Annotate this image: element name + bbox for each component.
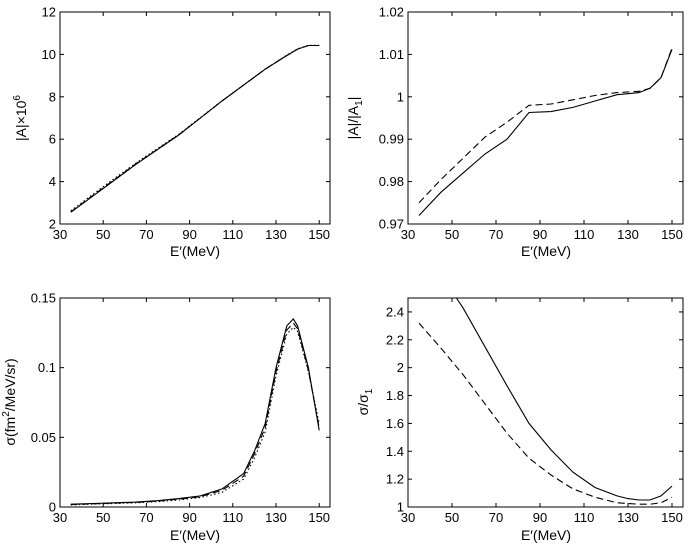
- x-tick-label: 130: [265, 227, 287, 242]
- y-label-sup: 2: [1, 411, 12, 417]
- plot-frame: [59, 11, 331, 225]
- y-tick-label: 4: [49, 174, 56, 189]
- y-label-main: |A|/|A: [345, 105, 361, 139]
- y-axis-label: |A|/|A1|: [345, 97, 365, 140]
- plot-frame: [59, 297, 331, 508]
- panel-amplitude: 30 50 70 90 110 130 150 2 4 6 8 10 12 E′(MeV) |A|×1…: [12, 5, 331, 259]
- y-label-main: σ/σ: [355, 394, 371, 416]
- x-tick-label: 110: [222, 510, 243, 525]
- y-tick-label: 0.05: [31, 430, 56, 445]
- x-tick-label: 150: [308, 510, 330, 525]
- series-solid-line: [70, 44, 320, 213]
- y-tick-label: 1.8: [386, 388, 404, 403]
- x-tick-label: 130: [617, 227, 639, 242]
- y-tick-label: 1.01: [379, 47, 404, 62]
- y-tick-label: 6: [49, 132, 56, 147]
- series-dashed-line: [418, 322, 673, 505]
- series-dashed-line: [70, 44, 320, 213]
- series-dashed-line: [418, 47, 673, 204]
- x-tick-label: 150: [661, 227, 683, 242]
- x-tick-label: 110: [222, 227, 243, 242]
- x-tick-label: 30: [401, 227, 415, 242]
- y-tick-label: 2: [397, 360, 404, 375]
- panel-cross-section-ratio: 30 50 70 90 110 130 150 1 1.2 1.4 1.6 1.8 2 2.2 2.4 E…: [355, 297, 684, 543]
- x-axis-label: E′(MeV): [170, 243, 220, 259]
- y-label-main: |A|×10: [13, 100, 29, 141]
- y-axis-label: σ(fm2/MeV/sr): [1, 358, 18, 445]
- x-tick-label: 50: [96, 227, 110, 242]
- x-tick-label: 30: [401, 510, 415, 525]
- y-tick-label: 8: [49, 89, 56, 104]
- y-tick-label: 0.1: [38, 360, 56, 375]
- x-tick-label: 70: [489, 510, 503, 525]
- x-axis-label: E′(MeV): [170, 527, 220, 543]
- x-axis-label: E′(MeV): [521, 527, 571, 543]
- x-tick-label: 110: [574, 510, 595, 525]
- x-tick-label: 70: [489, 227, 503, 242]
- x-tick-label: 130: [617, 510, 639, 525]
- x-tick-label: 110: [574, 227, 595, 242]
- x-tick-label: 150: [308, 227, 330, 242]
- y-label-end: /MeV/sr): [2, 358, 18, 411]
- x-tick-label: 90: [533, 227, 547, 242]
- y-axis-label: σ/σ1: [355, 388, 375, 415]
- series-solid-line: [418, 49, 673, 216]
- panel-amplitude-ratio: 30 50 70 90 110 130 150 0.970.980.9911.011.02 …: [345, 5, 684, 259]
- x-tick-label: 30: [53, 510, 67, 525]
- y-tick-label: 0: [49, 500, 56, 515]
- y-tick-label: 2.2: [386, 332, 404, 347]
- y-tick-label: 1.4: [386, 444, 404, 459]
- y-tick-label: 0.15: [31, 291, 56, 306]
- x-tick-label: 50: [445, 510, 459, 525]
- x-tick-label: 90: [182, 227, 196, 242]
- series-solid-line: [455, 297, 673, 501]
- x-tick-label: 70: [139, 227, 153, 242]
- y-label-sub: 1: [364, 388, 375, 394]
- series-dotted-line: [70, 326, 320, 506]
- y-tick-label: 12: [42, 5, 56, 20]
- y-tick-label: 2.4: [386, 304, 404, 319]
- y-tick-label: 0.97: [379, 217, 404, 232]
- y-tick-label: 2: [49, 217, 56, 232]
- x-tick-label: 70: [139, 510, 153, 525]
- series-dashed-line: [70, 322, 320, 506]
- y-label-sub: 1: [354, 100, 365, 106]
- y-tick-label: 0.99: [379, 132, 404, 147]
- plot-frame: [407, 11, 684, 225]
- x-tick-label: 30: [53, 227, 67, 242]
- y-label-sup: 6: [12, 95, 23, 101]
- x-tick-label: 90: [182, 510, 196, 525]
- y-tick-label: 1: [397, 500, 404, 515]
- x-tick-label: 130: [265, 510, 287, 525]
- y-tick-label: 1: [397, 89, 404, 104]
- series-dotted-line: [70, 44, 320, 212]
- y-tick-label: 0.98: [379, 174, 404, 189]
- panel-cross-section: 30 50 70 90 110 130 150 0 0.05 0.1 0.15 E′(MeV) σ…: [1, 291, 331, 543]
- plot-frame: [407, 297, 684, 508]
- x-tick-label: 50: [96, 510, 110, 525]
- x-axis-label: E′(MeV): [521, 243, 571, 259]
- x-tick-label: 50: [445, 227, 459, 242]
- x-tick-label: 150: [661, 510, 683, 525]
- y-label-end: |: [345, 97, 361, 101]
- y-tick-label: 10: [42, 47, 56, 62]
- y-label-main: σ(fm: [2, 417, 18, 446]
- y-axis-label: |A|×106: [12, 95, 29, 141]
- y-tick-label: 1.6: [386, 416, 404, 431]
- x-tick-label: 90: [533, 510, 547, 525]
- y-tick-label: 1.2: [386, 472, 404, 487]
- y-tick-label: 1.02: [379, 5, 404, 20]
